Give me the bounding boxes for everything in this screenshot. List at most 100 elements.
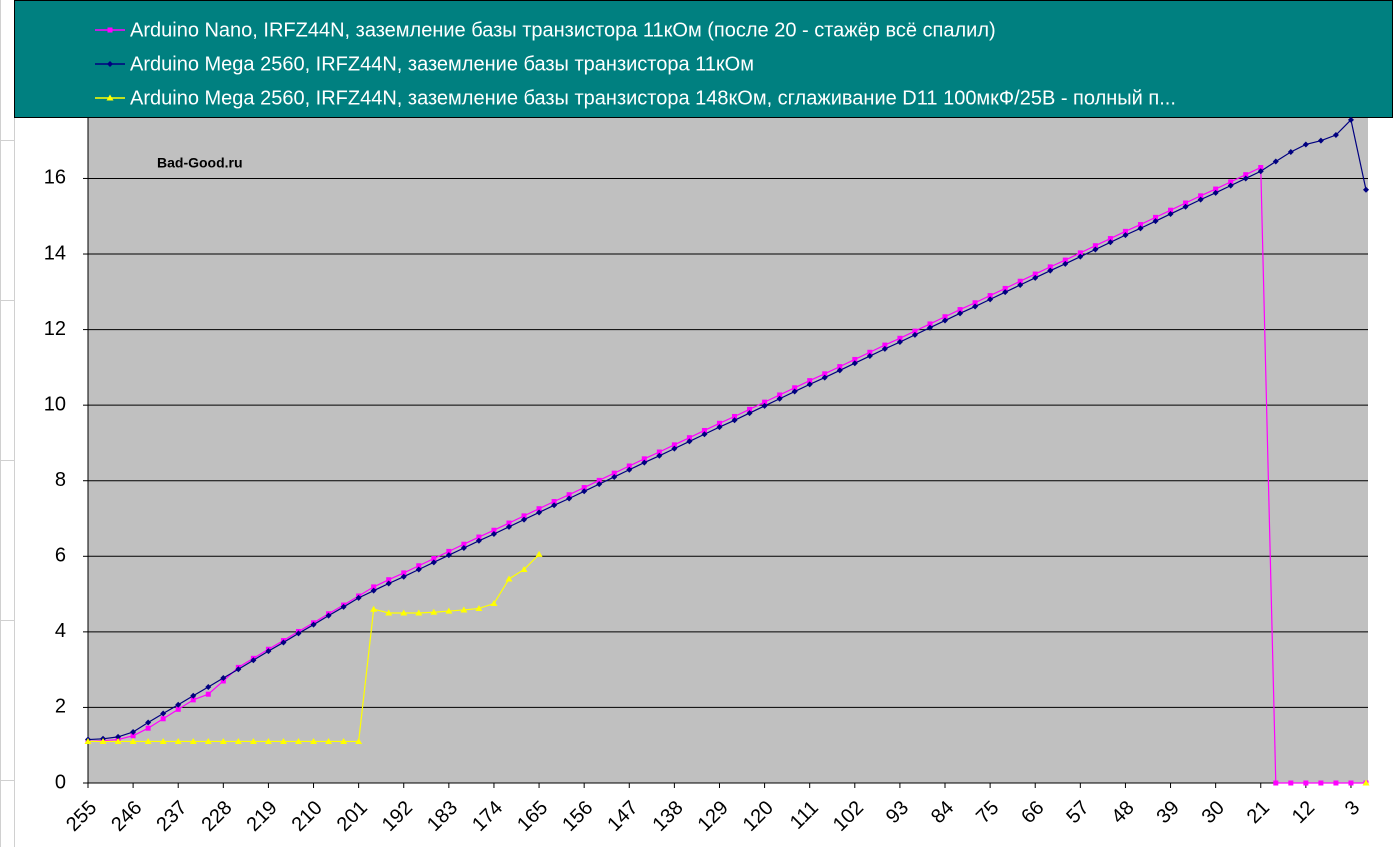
data-point [897, 335, 903, 341]
data-point [1183, 200, 1189, 206]
data-point [1272, 158, 1279, 165]
data-point [1347, 116, 1354, 123]
data-point [987, 296, 994, 303]
data-point [219, 737, 227, 744]
data-point [671, 445, 678, 452]
data-point [491, 527, 497, 533]
x-tick-label: 75 [972, 797, 1003, 828]
data-point [807, 378, 813, 384]
data-point [190, 697, 196, 703]
data-point [175, 706, 181, 712]
data-point [882, 342, 888, 348]
data-point [174, 737, 182, 744]
data-point [400, 609, 408, 616]
legend-marker [107, 61, 113, 67]
x-tick-label: 57 [1062, 797, 1093, 828]
x-tick-label: 192 [378, 797, 417, 836]
data-point [1107, 239, 1114, 246]
data-point [295, 630, 302, 637]
data-point [130, 728, 137, 735]
data-point [837, 364, 843, 370]
data-point [1242, 175, 1249, 182]
y-tick-label: 4 [55, 620, 66, 642]
data-point [926, 324, 933, 331]
x-tick-label: 246 [107, 797, 146, 836]
data-point [1122, 232, 1129, 239]
data-point [1197, 196, 1204, 203]
data-point [761, 402, 768, 409]
data-point [596, 481, 603, 488]
data-point [641, 456, 647, 462]
legend [14, 0, 1393, 118]
data-point [746, 410, 753, 417]
data-point [762, 399, 768, 405]
data-point [821, 374, 828, 381]
series-line [87, 166, 1366, 784]
x-tick-label: 66 [1017, 797, 1048, 828]
data-point [475, 537, 482, 544]
data-point [536, 506, 542, 512]
data-point [1212, 189, 1219, 196]
data-point [1333, 780, 1339, 786]
y-tick-label: 12 [44, 318, 66, 340]
data-point [1258, 164, 1264, 170]
data-point [686, 435, 692, 441]
data-point [851, 360, 858, 367]
x-tick-label: 147 [603, 797, 642, 836]
data-point [279, 737, 287, 744]
y-tick-label: 10 [44, 393, 66, 415]
y-tick-label: 16 [44, 167, 66, 189]
data-point [581, 488, 588, 495]
data-point [1167, 210, 1174, 217]
data-point [475, 604, 483, 611]
x-tick-label: 48 [1107, 797, 1138, 828]
data-point [551, 499, 557, 505]
data-point [896, 339, 903, 346]
data-point [340, 737, 348, 744]
data-point [520, 566, 528, 573]
data-point [114, 737, 122, 744]
data-point [370, 587, 377, 594]
data-point [792, 385, 798, 391]
data-point [220, 674, 227, 681]
data-point [671, 442, 677, 448]
data-point [476, 534, 482, 540]
data-point [160, 710, 167, 717]
data-point [205, 691, 211, 697]
data-point [160, 716, 166, 722]
data-point [130, 733, 136, 739]
legend-marker [106, 94, 114, 101]
data-point [1273, 780, 1279, 786]
data-point [1077, 250, 1083, 256]
data-point [1332, 132, 1339, 139]
data-point [1017, 282, 1024, 289]
data-point [881, 345, 888, 352]
legend-label: Arduino Mega 2560, IRFZ44N, заземление б… [130, 53, 754, 75]
data-point [220, 678, 226, 684]
data-point [1348, 780, 1354, 786]
data-point [370, 605, 378, 612]
data-point [641, 459, 648, 466]
data-point [656, 452, 663, 459]
data-point [325, 612, 332, 619]
data-point [1227, 182, 1234, 189]
data-point [852, 356, 858, 362]
data-point [1122, 228, 1128, 234]
data-point [1153, 214, 1159, 220]
data-point [1017, 278, 1023, 284]
data-point [1228, 179, 1234, 185]
data-point [942, 314, 948, 320]
data-point [1137, 225, 1144, 232]
data-point [1152, 218, 1159, 225]
data-point [566, 492, 572, 498]
data-point [701, 431, 708, 438]
data-point [490, 600, 498, 607]
x-tick-label: 84 [927, 797, 958, 828]
x-tick-label: 93 [882, 797, 913, 828]
data-point [325, 737, 333, 744]
data-point [505, 523, 512, 530]
data-point [866, 353, 873, 360]
data-point [1317, 137, 1324, 144]
data-point [265, 648, 272, 655]
data-point [129, 737, 137, 744]
